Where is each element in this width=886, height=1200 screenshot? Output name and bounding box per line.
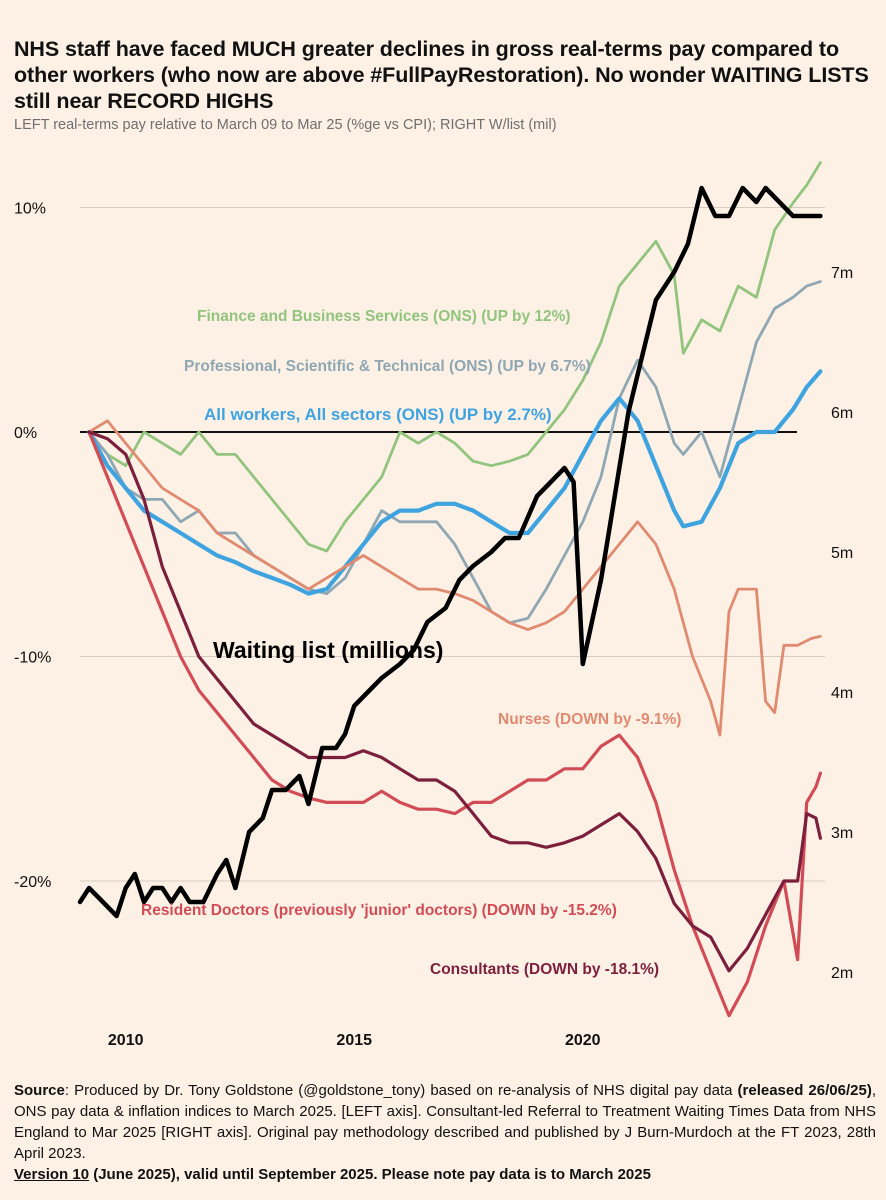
right-axis-tick-label: 4m [831, 685, 853, 702]
x-axis-tick-label: 2020 [565, 1032, 601, 1049]
right-axis-tick-label: 6m [831, 405, 853, 422]
series-label-5: Consultants (DOWN by -18.1%) [430, 961, 659, 978]
right-axis-tick-label: 5m [831, 545, 853, 562]
source-text-2: , ONS pay data & inflation indices to Ma… [14, 1082, 876, 1162]
version-note: Version 10 (June 2025), valid until Sept… [14, 1166, 651, 1183]
source-label: Source [14, 1082, 65, 1099]
chart: 10% 0% -10% -20% 7m 6m 5m 4m 3m 2m 2010 2015 2020 Fin… [14, 161, 853, 1049]
series-label-3: Nurses (DOWN by -9.1%) [498, 711, 681, 728]
x-axis-tick-label: 2010 [108, 1032, 144, 1049]
right-axis-tick-label: 2m [831, 965, 853, 982]
series-line-6 [77, 185, 823, 919]
left-axis-tick-label: 10% [14, 201, 46, 218]
source-release-date: (released 26/06/25) [737, 1082, 872, 1099]
series-line-5 [87, 430, 823, 973]
x-axis-tick-label: 2015 [336, 1032, 372, 1049]
series-label-1: Professional, Scientific & Technical (ON… [184, 358, 591, 375]
series-label-0: Finance and Business Services (ONS) (UP … [197, 308, 571, 325]
version-label: Version 10 [14, 1166, 90, 1183]
left-axis-tick-label: 0% [14, 425, 37, 442]
right-axis-tick-label: 3m [831, 825, 853, 842]
series-label-2: All workers, All sectors (ONS) (UP by 2.… [204, 405, 552, 424]
left-axis-tick-label: -20% [14, 874, 51, 891]
source-note: Source: Produced by Dr. Tony Goldstone (… [14, 1080, 876, 1164]
version-text: (June 2025), valid until September 2025.… [89, 1166, 651, 1183]
series-label-4: Resident Doctors (previously 'junior' do… [141, 902, 617, 919]
right-axis-tick-label: 7m [831, 265, 853, 282]
left-axis-tick-label: -10% [14, 650, 51, 667]
series-line-2 [86, 369, 823, 596]
chart-title: NHS staff have faced MUCH greater declin… [14, 37, 869, 113]
series-line-1 [87, 280, 822, 625]
chart-subtitle: LEFT real-terms pay relative to March 09… [14, 117, 557, 133]
series-line-0 [87, 161, 822, 553]
series-line-4 [87, 430, 823, 1018]
source-text-1: : Produced by Dr. Tony Goldstone (@golds… [64, 1082, 738, 1099]
series-label-6: Waiting list (millions) [213, 637, 443, 663]
series-line-3 [87, 419, 822, 737]
